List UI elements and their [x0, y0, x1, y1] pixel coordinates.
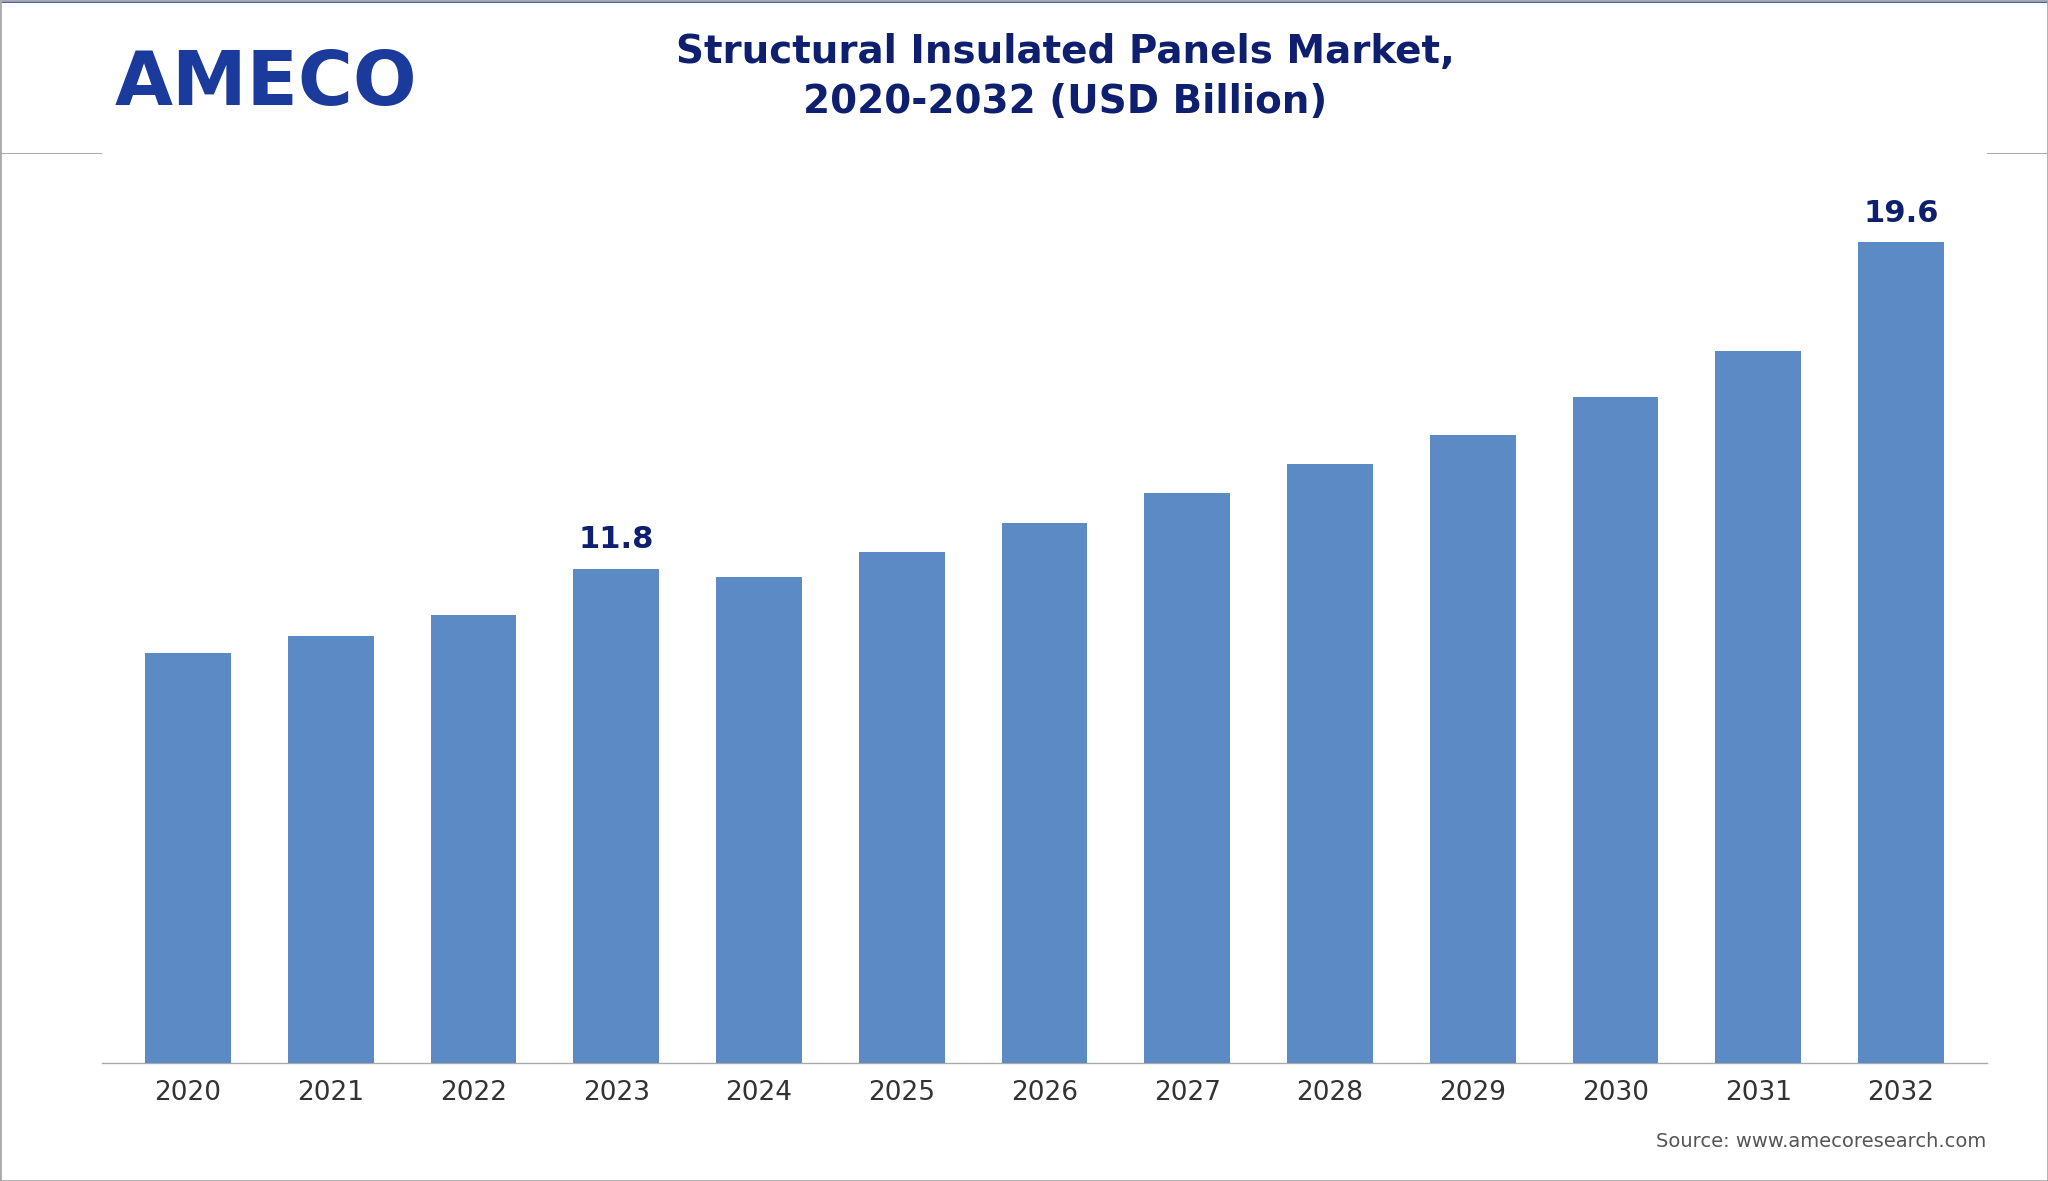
Bar: [289, 635, 373, 1063]
Text: 11.8: 11.8: [580, 526, 653, 554]
Bar: [573, 569, 659, 1063]
Bar: [1286, 464, 1372, 1063]
Bar: [1145, 494, 1231, 1063]
Bar: [1716, 351, 1800, 1063]
Text: AMECO: AMECO: [115, 48, 418, 120]
Bar: [858, 552, 944, 1063]
Bar: [717, 578, 803, 1063]
Bar: [430, 615, 516, 1063]
Bar: [1573, 397, 1659, 1063]
Text: Source: www.amecoresearch.com: Source: www.amecoresearch.com: [1657, 1133, 1987, 1151]
Text: Structural Insulated Panels Market,
2020-2032 (USD Billion): Structural Insulated Panels Market, 2020…: [676, 33, 1454, 120]
Bar: [1858, 242, 1944, 1063]
Bar: [1430, 435, 1516, 1063]
Bar: [1001, 523, 1087, 1063]
Bar: [145, 653, 231, 1063]
Text: 19.6: 19.6: [1864, 198, 1939, 228]
